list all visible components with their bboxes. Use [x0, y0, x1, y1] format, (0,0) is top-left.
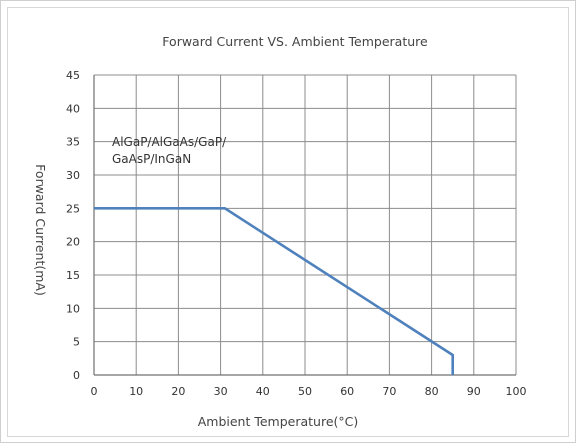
x-axis-label: Ambient Temperature(°C) [198, 414, 359, 429]
x-tick-label: 10 [129, 385, 143, 398]
y-tick-label: 20 [66, 236, 80, 249]
y-tick-label: 5 [73, 336, 80, 349]
y-tick-labels: 0 5 10 15 20 25 30 35 40 45 [66, 69, 80, 382]
x-tick-label: 90 [467, 385, 481, 398]
y-tick-label: 25 [66, 202, 80, 215]
x-tick-label: 60 [340, 385, 354, 398]
chart-panel: Forward Current VS. Ambient Temperature … [7, 7, 569, 437]
line-chart: Forward Current VS. Ambient Temperature … [33, 34, 527, 429]
x-tick-label: 50 [298, 385, 312, 398]
chart-title: Forward Current VS. Ambient Temperature [162, 34, 428, 49]
y-tick-label: 45 [66, 69, 80, 82]
grid [93, 74, 517, 376]
x-tick-label: 100 [506, 385, 527, 398]
series [93, 207, 455, 376]
x-tick-label: 70 [382, 385, 396, 398]
y-tick-label: 0 [73, 369, 80, 382]
y-axis-label: Forward Current(mA) [33, 164, 48, 296]
x-tick-label: 0 [91, 385, 98, 398]
x-tick-label: 20 [171, 385, 185, 398]
x-tick-label: 30 [214, 385, 228, 398]
x-tick-label: 80 [425, 385, 439, 398]
y-tick-label: 35 [66, 136, 80, 149]
x-tick-label: 40 [256, 385, 270, 398]
y-tick-label: 10 [66, 302, 80, 315]
y-tick-label: 15 [66, 269, 80, 282]
x-tick-labels: 0 10 20 30 40 50 60 70 80 90 100 [91, 385, 527, 398]
annotation-line-2: GaAsP/InGaN [112, 152, 191, 166]
series-line [94, 207, 455, 375]
y-tick-label: 40 [66, 102, 80, 115]
axes [93, 75, 516, 376]
y-tick-label: 30 [66, 169, 80, 182]
annotation-line-1: AlGaP/AlGaAs/GaP/ [112, 135, 227, 149]
